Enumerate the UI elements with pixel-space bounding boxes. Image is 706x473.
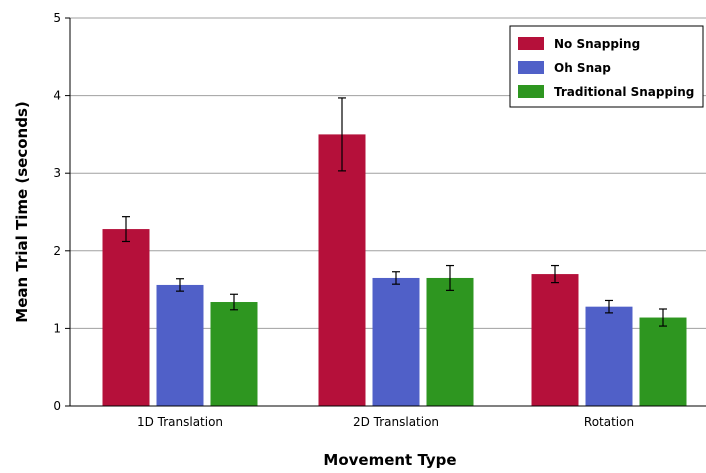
y-tick-label: 0 bbox=[53, 399, 61, 413]
legend-swatch bbox=[518, 37, 544, 50]
bar bbox=[210, 302, 258, 406]
x-tick-label: 1D Translation bbox=[137, 415, 223, 429]
legend-swatch bbox=[518, 61, 544, 74]
bars bbox=[102, 134, 687, 406]
axes bbox=[69, 18, 706, 407]
legend-label: Oh Snap bbox=[554, 61, 611, 75]
x-axis-title: Movement Type bbox=[323, 451, 456, 469]
bar bbox=[426, 277, 474, 406]
y-tick-label: 4 bbox=[53, 89, 61, 103]
bar bbox=[585, 306, 633, 406]
y-tick-label: 1 bbox=[53, 321, 61, 335]
x-tick-label: 2D Translation bbox=[353, 415, 439, 429]
x-tick-labels: 1D Translation 2D Translation Rotation bbox=[137, 415, 634, 429]
bar bbox=[531, 274, 579, 406]
legend: No Snapping Oh Snap Traditional Snapping bbox=[509, 25, 704, 108]
y-tick-label: 2 bbox=[53, 244, 61, 258]
x-tick-label: Rotation bbox=[584, 415, 634, 429]
bar bbox=[102, 229, 150, 406]
bar bbox=[372, 277, 420, 406]
error-bars bbox=[122, 97, 667, 327]
bar bbox=[318, 134, 366, 406]
y-axis-title: Mean Trial Time (seconds) bbox=[13, 101, 31, 322]
legend-swatch bbox=[518, 85, 544, 98]
legend-label: No Snapping bbox=[554, 37, 640, 51]
bar bbox=[639, 317, 687, 406]
y-tick-label: 5 bbox=[53, 11, 61, 25]
bar bbox=[156, 284, 204, 406]
y-tick-label: 3 bbox=[53, 166, 61, 180]
y-tick-labels: 0 1 2 3 4 5 bbox=[53, 11, 61, 413]
legend-label: Traditional Snapping bbox=[554, 85, 694, 99]
